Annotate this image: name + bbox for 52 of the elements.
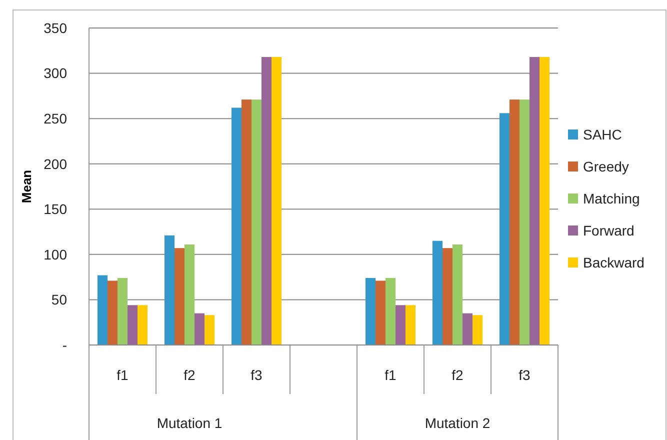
bar [272,56,282,345]
bar [174,248,184,345]
bar [194,313,204,345]
bar [242,100,252,345]
legend-label: Matching [583,190,640,206]
bar [232,108,242,345]
bar [396,305,406,345]
text: Mutation 2 [424,415,490,431]
y-tick-label: 250 [44,110,68,126]
x-tick-label: f3 [250,367,263,383]
legend-label: Forward [583,222,634,238]
y-tick-label: 50 [51,292,68,308]
bar [540,56,550,345]
bar [442,248,452,345]
y-tick-label: - [62,336,68,353]
bar [252,100,262,345]
bar [366,278,376,345]
y-tick-label: 100 [44,246,68,262]
x-tick-label: f2 [184,367,196,383]
bar [108,280,118,345]
bar [98,275,108,345]
bar [432,240,442,345]
x-tick-label: f2 [452,367,464,383]
y-tick-label: 350 [44,20,68,36]
bar [520,100,530,345]
bar [406,305,416,345]
bar [138,305,148,345]
bar [452,244,462,345]
x-tick-label: f1 [116,367,129,383]
legend-label: Backward [583,254,644,270]
legend-label: Greedy [583,158,629,174]
legend-label: SAHC [583,126,622,142]
y-tick-label: 200 [44,156,68,172]
bar [500,113,510,345]
bar [262,56,272,345]
x-tick-label: f3 [518,367,531,383]
bar [204,315,214,345]
bar [472,315,482,345]
bar [510,100,520,345]
y-axis-title: Mean [19,170,34,204]
bar [462,313,472,345]
bar [530,56,540,345]
bar [128,305,138,345]
y-tick-label: 150 [44,201,68,218]
bar [184,244,194,345]
bar [118,278,128,345]
bar [164,235,174,345]
bar [386,278,396,345]
y-tick-label: 300 [44,65,68,82]
bar [376,280,386,345]
text: Mutation 1 [156,415,222,431]
x-tick-label: f1 [384,367,397,383]
